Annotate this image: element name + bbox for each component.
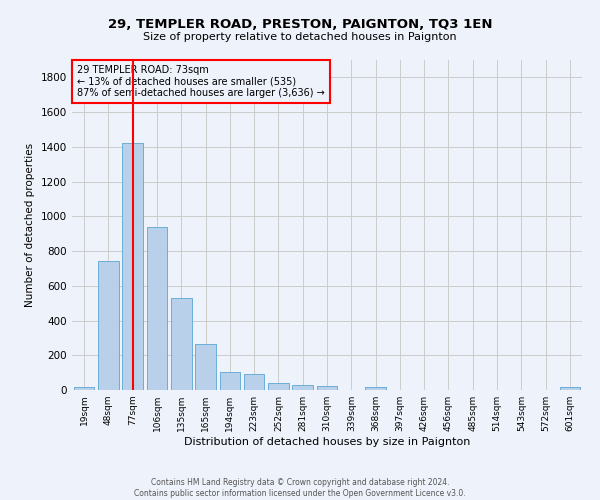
Bar xyxy=(98,262,119,390)
Bar xyxy=(220,372,240,390)
Bar xyxy=(317,386,337,390)
Y-axis label: Number of detached properties: Number of detached properties xyxy=(25,143,35,307)
Bar xyxy=(244,374,265,390)
Bar xyxy=(74,386,94,390)
Text: 29, TEMPLER ROAD, PRESTON, PAIGNTON, TQ3 1EN: 29, TEMPLER ROAD, PRESTON, PAIGNTON, TQ3… xyxy=(108,18,492,30)
Bar xyxy=(195,344,216,390)
Bar xyxy=(560,388,580,390)
Bar xyxy=(365,388,386,390)
Text: 29 TEMPLER ROAD: 73sqm
← 13% of detached houses are smaller (535)
87% of semi-de: 29 TEMPLER ROAD: 73sqm ← 13% of detached… xyxy=(77,65,325,98)
Bar xyxy=(171,298,191,390)
Bar xyxy=(292,385,313,390)
Bar xyxy=(268,383,289,390)
X-axis label: Distribution of detached houses by size in Paignton: Distribution of detached houses by size … xyxy=(184,437,470,447)
Bar xyxy=(146,226,167,390)
Text: Size of property relative to detached houses in Paignton: Size of property relative to detached ho… xyxy=(143,32,457,42)
Text: Contains HM Land Registry data © Crown copyright and database right 2024.
Contai: Contains HM Land Registry data © Crown c… xyxy=(134,478,466,498)
Bar xyxy=(122,144,143,390)
